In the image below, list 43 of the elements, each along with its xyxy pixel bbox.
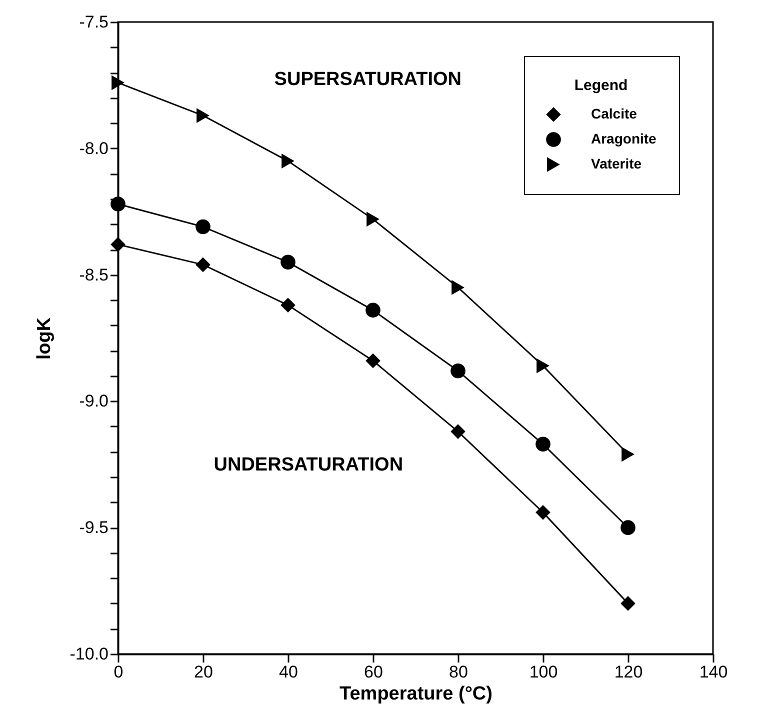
- legend-label: Vaterite: [591, 156, 642, 172]
- x-tick-label: 80: [449, 662, 468, 682]
- legend-label: Aragonite: [591, 130, 657, 146]
- x-tick-label: 20: [194, 662, 213, 682]
- point: [366, 353, 380, 368]
- point: [282, 154, 294, 168]
- annotation: UNDERSATURATION: [214, 454, 404, 476]
- y-tick-label: -8.0: [79, 138, 108, 158]
- x-axis-title: Temperature (°C): [340, 684, 492, 704]
- point: [280, 254, 296, 270]
- point: [366, 302, 380, 318]
- point: [196, 108, 210, 123]
- point: [620, 596, 636, 611]
- x-tick-label: 120: [614, 662, 643, 682]
- point: [536, 436, 550, 452]
- x-tick-label: 60: [364, 662, 383, 682]
- point: [196, 219, 210, 234]
- y-axis-title: logK: [34, 317, 55, 360]
- legend-title: Legend: [574, 77, 628, 94]
- y-tick-label: -9.5: [79, 518, 108, 538]
- point: [110, 196, 126, 212]
- y-tick-label: -10.0: [70, 644, 108, 664]
- point: [366, 212, 380, 227]
- point: [536, 505, 550, 520]
- point: [452, 280, 464, 295]
- x-tick-label: 100: [529, 662, 558, 682]
- point: [622, 446, 634, 462]
- point: [110, 237, 126, 252]
- point: [536, 358, 550, 374]
- annotation: SUPERSATURATION: [274, 68, 462, 90]
- point: [620, 520, 636, 535]
- x-tick-label: 140: [699, 662, 728, 682]
- point: [450, 424, 466, 439]
- y-tick-label: -8.5: [79, 265, 108, 284]
- point: [112, 75, 124, 90]
- point: [450, 363, 466, 378]
- point: [280, 298, 296, 313]
- y-tick-label: -7.5: [79, 12, 108, 32]
- x-tick-label: 0: [114, 662, 124, 682]
- legend-label: Calcite: [591, 106, 638, 122]
- y-tick-label: -9.0: [79, 392, 108, 411]
- point: [196, 257, 210, 272]
- x-tick-label: 40: [279, 662, 298, 682]
